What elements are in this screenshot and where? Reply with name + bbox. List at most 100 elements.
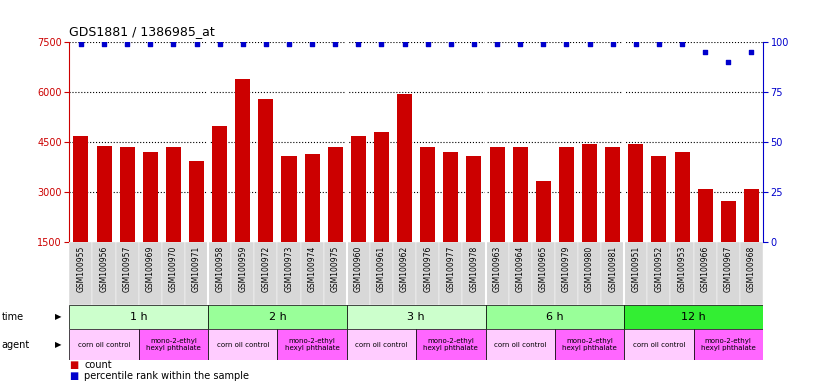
Text: GSM100959: GSM100959 [238,245,247,292]
Bar [92,242,116,305]
Text: mono-2-ethyl
hexyl phthalate: mono-2-ethyl hexyl phthalate [424,338,478,351]
Bar [120,147,135,242]
Bar [651,156,667,242]
Bar [578,242,601,305]
Bar [555,242,578,305]
Text: ■: ■ [69,371,78,381]
Bar [716,242,740,305]
Point [259,41,273,47]
Text: GSM100957: GSM100957 [122,245,131,292]
Text: GSM100974: GSM100974 [308,245,317,292]
Bar [698,189,712,242]
Bar [255,242,277,305]
Text: GSM100969: GSM100969 [146,245,155,292]
Text: GSM100976: GSM100976 [424,245,432,292]
Point [190,41,203,47]
Bar [139,329,208,360]
Bar [486,329,555,360]
Bar [721,200,736,242]
Point [560,41,573,47]
Text: GSM100967: GSM100967 [724,245,733,292]
Bar [605,147,620,242]
Bar [304,154,320,242]
Bar [208,329,277,360]
Bar [744,189,759,242]
Point [144,41,157,47]
Text: corn oil control: corn oil control [632,342,685,348]
Bar [189,161,204,242]
Bar [671,242,694,305]
Text: 1 h: 1 h [130,312,148,322]
Bar [347,305,486,329]
Bar [231,242,255,305]
Bar [628,144,643,242]
Text: mono-2-ethyl
hexyl phthalate: mono-2-ethyl hexyl phthalate [285,338,339,351]
Text: ▶: ▶ [55,340,61,349]
Bar [208,305,347,329]
Bar [675,152,690,242]
Text: GSM100980: GSM100980 [585,245,594,292]
Bar [512,147,528,242]
Point [237,41,250,47]
Point [398,41,411,47]
Bar [96,146,112,242]
Point [166,41,180,47]
Bar [463,242,486,305]
Text: GSM100973: GSM100973 [285,245,294,292]
Bar [694,329,763,360]
Bar [416,329,486,360]
Bar [443,152,459,242]
Bar [601,242,624,305]
Text: percentile rank within the sample: percentile rank within the sample [84,371,249,381]
Bar [69,329,139,360]
Point [652,41,665,47]
Text: mono-2-ethyl
hexyl phthalate: mono-2-ethyl hexyl phthalate [701,338,756,351]
Text: GSM100952: GSM100952 [654,245,663,292]
Bar [624,242,647,305]
Bar [282,156,296,242]
Bar [416,242,439,305]
Bar [490,147,504,242]
Bar [624,305,763,329]
Text: GSM100979: GSM100979 [562,245,571,292]
Bar [235,79,251,242]
Bar [208,242,231,305]
Text: corn oil control: corn oil control [216,342,269,348]
Text: 12 h: 12 h [681,312,706,322]
Point [121,41,134,47]
Point [375,41,388,47]
Point [305,41,318,47]
Bar [740,242,763,305]
Point [282,41,295,47]
Bar [694,242,716,305]
Point [629,41,642,47]
Text: GSM100962: GSM100962 [400,245,409,292]
Bar [185,242,208,305]
Point [444,41,457,47]
Text: GSM100963: GSM100963 [493,245,502,292]
Point [745,49,758,55]
Bar [212,126,227,242]
Text: corn oil control: corn oil control [355,342,408,348]
Text: GSM100981: GSM100981 [608,245,617,291]
Bar [439,242,463,305]
Bar [259,99,273,242]
Text: GSM100960: GSM100960 [354,245,363,292]
Point [583,41,596,47]
Point [213,41,226,47]
Bar [536,180,551,242]
Bar [374,132,389,242]
Text: GSM100978: GSM100978 [469,245,478,292]
Text: GSM100955: GSM100955 [77,245,86,292]
Point [676,41,689,47]
Text: GSM100956: GSM100956 [100,245,109,292]
Text: GSM100972: GSM100972 [261,245,270,292]
Text: mono-2-ethyl
hexyl phthalate: mono-2-ethyl hexyl phthalate [146,338,201,351]
Bar [351,136,366,242]
Bar [397,94,412,242]
Text: count: count [84,360,112,370]
Bar [162,242,185,305]
Bar [300,242,324,305]
Text: agent: agent [2,339,30,349]
Text: GSM100975: GSM100975 [330,245,339,292]
